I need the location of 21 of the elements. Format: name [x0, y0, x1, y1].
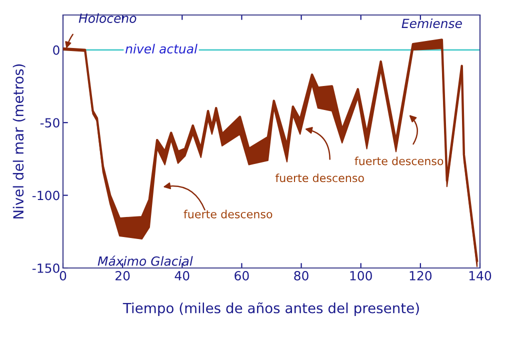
x-tick-label: 120 — [410, 271, 432, 280]
x-tick-label: 40 — [174, 271, 190, 280]
y-tick-label: -50 — [40, 118, 60, 128]
y-tick-label: 0 — [53, 45, 60, 55]
y-axis-title: Nivel del mar (metros) — [12, 64, 26, 218]
y-tick-label: -150 — [32, 263, 60, 273]
annotation: fuerte descenso — [275, 174, 364, 182]
annotation: fuerte descenso — [184, 210, 272, 218]
x-tick-label: 20 — [116, 271, 130, 280]
x-tick-label: 80 — [294, 271, 308, 280]
annotation: fuerte descenso — [354, 156, 444, 166]
annotation: Máximo Glacial — [98, 256, 193, 266]
x-tick-label: 0 — [60, 271, 66, 280]
x-tick-label: 140 — [469, 271, 492, 280]
annotation: Holoceno — [78, 13, 136, 23]
x-tick-label: 100 — [350, 271, 372, 280]
x-tick-label: 60 — [234, 271, 249, 280]
x-axis-title: Tiempo (miles de años antes del presente) — [122, 302, 419, 316]
annotation: Eemiense — [402, 18, 462, 28]
ref-line-label: nivel actual — [126, 44, 198, 54]
y-tick-label: -100 — [32, 190, 60, 200]
